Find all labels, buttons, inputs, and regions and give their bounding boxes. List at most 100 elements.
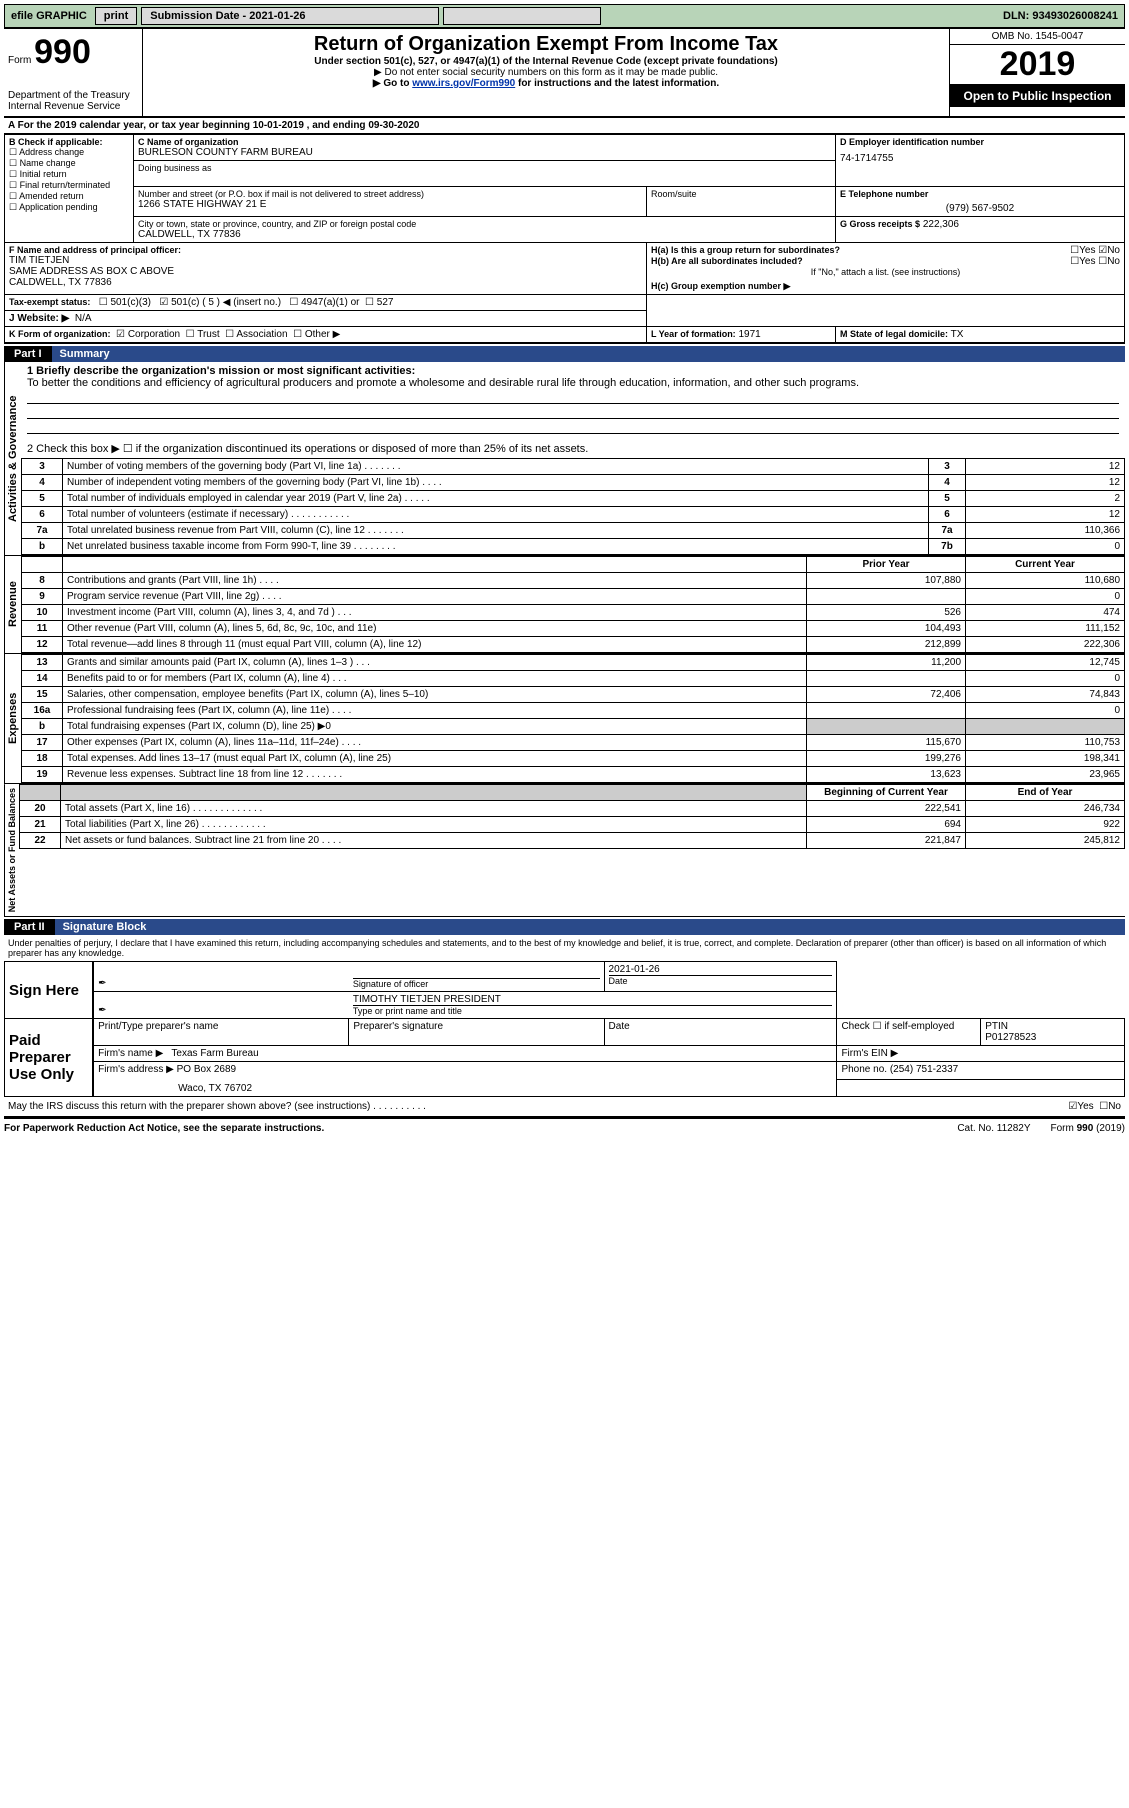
form-subtitle1: Under section 501(c), 527, or 4947(a)(1)… [149, 56, 943, 67]
chk-application-pending[interactable]: Application pending [19, 202, 98, 212]
ha-yes[interactable]: Yes [1079, 245, 1095, 256]
box-c-name-label: C Name of organization [138, 137, 831, 147]
phone-value: (254) 751-2337 [890, 1064, 958, 1075]
sidebar-revenue: Revenue [4, 556, 21, 653]
box-i-label: Tax-exempt status: [9, 297, 90, 307]
part2-header: Part II Signature Block [4, 919, 1125, 935]
ha-label: H(a) Is this a group return for subordin… [651, 245, 1070, 256]
open-public-inspection: Open to Public Inspection [950, 85, 1125, 107]
addr-label: Number and street (or P.O. box if mail i… [138, 189, 642, 199]
sidebar-net-assets: Net Assets or Fund Balances [4, 784, 19, 916]
page-footer: For Paperwork Reduction Act Notice, see … [4, 1117, 1125, 1134]
preparer-name-label: Print/Type preparer's name [93, 1019, 349, 1046]
telephone-value: (979) 567-9502 [840, 199, 1120, 214]
box-f-label: F Name and address of principal officer: [9, 245, 642, 255]
chk-address-change[interactable]: Address change [19, 147, 84, 157]
opt-association[interactable]: Association [236, 329, 287, 340]
dba-label: Doing business as [138, 163, 831, 173]
blank-button [443, 7, 601, 25]
tax-year: 2019 [950, 45, 1125, 85]
officer-addr1: SAME ADDRESS AS BOX C ABOVE [9, 266, 642, 277]
opt-527[interactable]: 527 [377, 297, 394, 308]
opt-501c[interactable]: 501(c) ( 5 ) ◀ (insert no.) [171, 297, 281, 308]
part1-num: Part I [4, 346, 52, 362]
box-m-label: M State of legal domicile: [840, 329, 948, 339]
firm-name-label: Firm's name ▶ [98, 1048, 163, 1059]
year-formation: 1971 [738, 329, 760, 340]
opt-501c3[interactable]: 501(c)(3) [110, 297, 151, 308]
irs-label: Internal Revenue Service [8, 101, 138, 112]
officer-addr2: CALDWELL, TX 77836 [9, 277, 642, 288]
part1-title: Summary [52, 346, 1125, 362]
opt-corporation[interactable]: Corporation [128, 329, 180, 340]
form-number: 990 [34, 33, 91, 71]
firm-addr1: PO Box 2689 [177, 1064, 236, 1075]
print-button[interactable]: print [95, 7, 137, 25]
line2-text: 2 Check this box ▶ ☐ if the organization… [21, 439, 1125, 458]
box-g-label: G Gross receipts $ [840, 219, 920, 229]
sidebar-expenses: Expenses [4, 654, 21, 783]
box-b-title: B Check if applicable: [9, 137, 129, 147]
officer-typed-name: TIMOTHY TIETJEN PRESIDENT [353, 994, 833, 1005]
hb-label: H(b) Are all subordinates included? [651, 256, 1070, 267]
hc-label: H(c) Group exemption number ▶ [651, 281, 790, 291]
sign-here-label: Sign Here [5, 962, 94, 1019]
hb-note: If "No," attach a list. (see instruction… [651, 267, 1120, 277]
form-subtitle2: ▶ Do not enter social security numbers o… [149, 67, 943, 78]
signature-block: Sign Here ✒ Signature of officer 2021-01… [4, 961, 1125, 1097]
line1-label: 1 Briefly describe the organization's mi… [27, 365, 415, 377]
form-title: Return of Organization Exempt From Incom… [149, 33, 943, 56]
chk-amended-return[interactable]: Amended return [19, 191, 84, 201]
officer-name: TIM TIETJEN [9, 255, 642, 266]
street-address: 1266 STATE HIGHWAY 21 E [138, 199, 642, 210]
discuss-no[interactable]: No [1108, 1101, 1121, 1112]
sidebar-activities-governance: Activities & Governance [4, 362, 21, 555]
preparer-sig-label: Preparer's signature [349, 1019, 604, 1046]
opt-4947[interactable]: 4947(a)(1) or [301, 297, 359, 308]
perjury-declaration: Under penalties of perjury, I declare th… [4, 935, 1125, 961]
box-j-label: J Website: ▶ [9, 313, 69, 324]
firm-addr-label: Firm's address ▶ [98, 1064, 174, 1075]
city-value: CALDWELL, TX 77836 [138, 229, 831, 240]
part2-title: Signature Block [55, 919, 1125, 935]
form-subtitle3: ▶ Go to www.irs.gov/Form990 for instruct… [149, 78, 943, 89]
discuss-yes[interactable]: Yes [1077, 1101, 1093, 1112]
form-word: Form [8, 55, 31, 66]
firm-ein-label: Firm's EIN ▶ [837, 1046, 1125, 1062]
part1-header: Part I Summary [4, 346, 1125, 362]
omb-number: OMB No. 1545-0047 [950, 29, 1125, 45]
box-e-label: E Telephone number [840, 189, 1120, 199]
box-d-label: D Employer identification number [840, 137, 1120, 147]
form-header: Form 990 Department of the Treasury Inte… [4, 29, 1125, 118]
firm-addr2: Waco, TX 76702 [98, 1075, 832, 1094]
cat-no: Cat. No. 11282Y [937, 1123, 1050, 1134]
paid-preparer-label: Paid Preparer Use Only [5, 1019, 94, 1097]
summary-table-netassets: Beginning of Current YearEnd of Year20To… [19, 784, 1125, 849]
website-value: N/A [75, 313, 92, 324]
paperwork-notice: For Paperwork Reduction Act Notice, see … [4, 1123, 937, 1134]
ptin-value: P01278523 [985, 1032, 1120, 1043]
box-k-label: K Form of organization: [9, 329, 111, 339]
sig-date-label: Date [609, 975, 833, 986]
chk-initial-return[interactable]: Initial return [20, 169, 67, 179]
chk-name-change[interactable]: Name change [20, 158, 76, 168]
opt-other[interactable]: Other ▶ [305, 329, 340, 340]
self-employed-check[interactable]: Check ☐ if self-employed [837, 1019, 981, 1046]
box-l-label: L Year of formation: [651, 329, 736, 339]
chk-final-return[interactable]: Final return/terminated [20, 180, 111, 190]
city-label: City or town, state or province, country… [138, 219, 831, 229]
form-page-ref: Form 990 (2019) [1051, 1123, 1125, 1134]
dept-treasury: Department of the Treasury [8, 90, 138, 101]
org-name: BURLESON COUNTY FARM BUREAU [138, 147, 831, 158]
discuss-question: May the IRS discuss this return with the… [8, 1101, 1068, 1112]
firm-name-value: Texas Farm Bureau [171, 1048, 258, 1059]
submission-date-button[interactable]: Submission Date - 2021-01-26 [141, 7, 439, 25]
mission-text: To better the conditions and efficiency … [27, 377, 859, 389]
ha-no[interactable]: No [1107, 245, 1120, 256]
ein-value: 74-1714755 [840, 147, 1120, 164]
irs-link[interactable]: www.irs.gov/Form990 [412, 78, 515, 89]
opt-trust[interactable]: Trust [197, 329, 219, 340]
typed-name-label: Type or print name and title [353, 1005, 833, 1016]
ptin-label: PTIN [985, 1021, 1120, 1032]
row-a-tax-year: A For the 2019 calendar year, or tax yea… [4, 118, 1125, 134]
